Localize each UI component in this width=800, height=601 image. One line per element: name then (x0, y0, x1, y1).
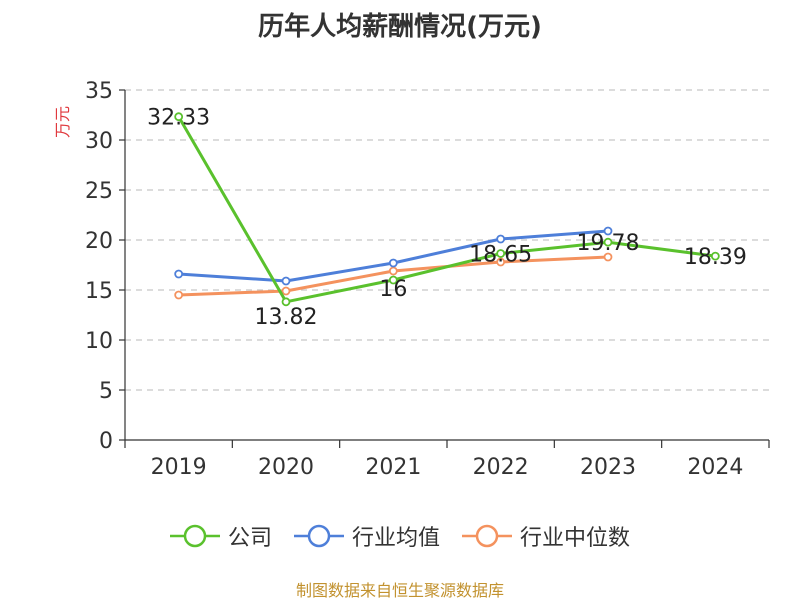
legend-marker-icon (293, 524, 344, 548)
data-label: 16 (379, 277, 407, 302)
data-label: 18.65 (469, 243, 532, 268)
data-point (496, 234, 506, 244)
data-point (496, 249, 506, 258)
x-tick-label: 2024 (687, 455, 743, 480)
legend-item-industry-median[interactable]: 行业中位数 (462, 520, 630, 552)
data-point (281, 297, 291, 307)
data-point (603, 252, 613, 262)
data-labels: 32.33 13.82 16 18.65 19.78 18.39 (147, 106, 747, 330)
legend-item-industry-average[interactable]: 行业均值 (293, 520, 440, 552)
data-point (388, 258, 398, 268)
y-tick-label: 30 (85, 129, 113, 154)
legend-marker-icon (169, 524, 220, 548)
legend-label: 行业中位数 (520, 526, 631, 551)
data-point (603, 226, 613, 236)
y-tick-label: 5 (99, 379, 113, 404)
gridlines (125, 89, 769, 391)
data-point (603, 237, 613, 247)
legend-marker-icon (462, 524, 512, 548)
x-tick-label: 2023 (580, 455, 636, 480)
data-label: 19.78 (577, 231, 640, 256)
legend-item-company[interactable]: 公司 (169, 520, 272, 552)
y-tick-label: 10 (85, 329, 113, 354)
x-tick-label: 2021 (365, 455, 421, 480)
data-point (388, 266, 398, 276)
data-label: 32.33 (147, 106, 210, 131)
data-point (710, 251, 720, 261)
legend-label: 行业均值 (351, 526, 440, 551)
legend-label: 公司 (227, 526, 272, 551)
data-point (281, 286, 291, 296)
x-tick-label: 2022 (473, 455, 529, 480)
y-tick-label: 25 (85, 179, 113, 204)
y-tick-label: 15 (85, 279, 113, 304)
x-tick-label: 2020 (258, 455, 314, 480)
x-tick-label: 2019 (151, 455, 207, 480)
data-point (174, 290, 184, 300)
legend: 公司 行业均值 行业中位数 (0, 520, 800, 552)
data-source-note: 制图数据来自恒生聚源数据库 (295, 581, 504, 600)
y-tick-label: 20 (85, 229, 113, 254)
y-tick-label: 35 (85, 79, 113, 104)
y-tick-label: 0 (99, 429, 113, 454)
series (174, 112, 720, 307)
data-point (496, 257, 506, 267)
series-line (177, 115, 716, 304)
data-point (174, 112, 184, 122)
axes: 0 5 10 15 20 25 30 35 2019 2020 2021 2022 2023 2024 (85, 79, 770, 480)
data-label: 13.82 (255, 305, 318, 330)
data-point (281, 276, 291, 286)
data-point (388, 275, 398, 285)
chart-title: 历年人均薪酬情况(万元) (258, 12, 542, 42)
data-point (174, 269, 184, 279)
y-axis-label: 万元 (53, 106, 72, 138)
data-label: 18.39 (684, 245, 747, 270)
